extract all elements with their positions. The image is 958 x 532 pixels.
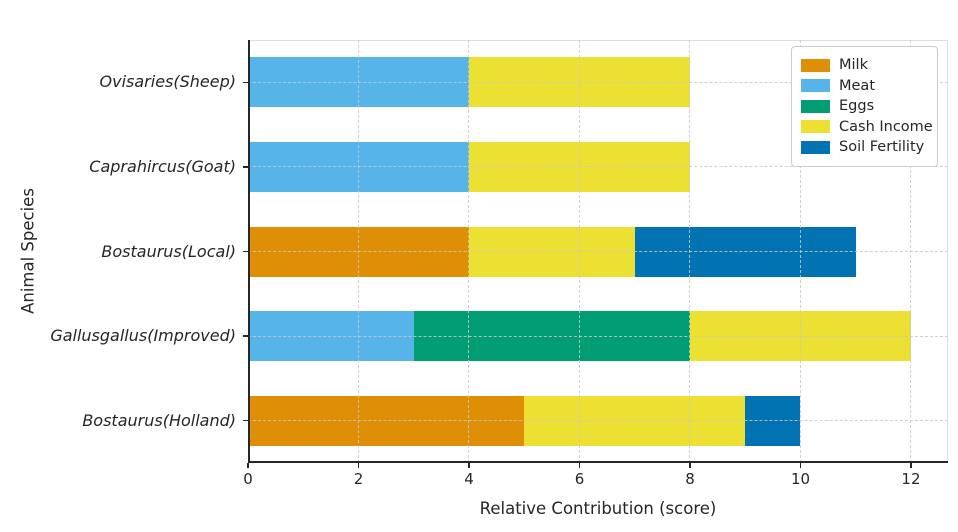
chart-title xyxy=(248,8,948,32)
x-axis-title: Relative Contribution (score) xyxy=(479,499,717,518)
x-tick-label: 8 xyxy=(685,470,695,488)
x-tick-mark xyxy=(468,463,470,468)
x-tick-label: 2 xyxy=(353,470,364,488)
gridline-horizontal xyxy=(248,81,948,83)
y-tick-mark xyxy=(243,81,248,84)
y-tick-mark xyxy=(243,166,248,168)
x-tick-mark xyxy=(910,463,912,468)
gridline-horizontal xyxy=(248,166,948,168)
gridline-vertical xyxy=(468,40,470,463)
x-tick-mark xyxy=(357,463,360,468)
legend-item: Cash Income xyxy=(801,117,933,138)
x-tick-mark xyxy=(689,463,691,468)
gridline-vertical xyxy=(910,40,912,463)
plot-area xyxy=(248,40,948,463)
y-axis-spine xyxy=(248,40,250,463)
x-tick-mark xyxy=(578,463,581,468)
y-tick-label: Gallusgallus(Improved) xyxy=(50,326,236,346)
gridline-vertical xyxy=(578,40,580,463)
legend-item: Eggs xyxy=(801,96,928,117)
legend-swatch xyxy=(801,120,830,134)
legend-label: Eggs xyxy=(839,98,875,115)
y-tick-mark xyxy=(243,419,248,422)
legend: Milk Meat Eggs Cash Income Soil Fertility xyxy=(791,46,938,167)
x-tick-label: 6 xyxy=(574,470,585,488)
legend-swatch xyxy=(801,99,830,113)
y-tick-label: Bostaurus(Holland) xyxy=(82,410,236,430)
x-tick-label: 0 xyxy=(243,470,253,488)
gridline-vertical xyxy=(689,40,691,463)
legend-item: Milk xyxy=(801,55,928,76)
legend-swatch xyxy=(801,79,830,93)
legend-label: Cash Income xyxy=(839,118,933,135)
gridline-horizontal xyxy=(248,420,948,422)
x-tick-mark xyxy=(799,463,802,468)
legend-item: Meat xyxy=(801,76,928,97)
gridline-horizontal xyxy=(248,335,948,337)
x-axis-spine xyxy=(248,461,948,463)
legend-item: Soil Fertility xyxy=(801,137,928,158)
y-tick-mark xyxy=(243,250,248,253)
legend-label: Meat xyxy=(839,77,876,94)
legend-label: Soil Fertility xyxy=(839,139,925,156)
legend-label: Milk xyxy=(839,57,868,74)
y-tick-label: Caprahircus(Goat) xyxy=(89,156,236,176)
x-tick-mark xyxy=(247,463,249,468)
y-tick-label: Bostaurus(Local) xyxy=(101,241,236,261)
legend-swatch xyxy=(801,58,830,72)
x-tick-label: 10 xyxy=(790,470,811,488)
gridline-vertical xyxy=(799,40,801,463)
y-tick-mark xyxy=(243,335,248,337)
gridline-horizontal xyxy=(248,251,948,252)
legend-swatch xyxy=(801,140,830,154)
y-tick-label: Ovisaries(Sheep) xyxy=(99,72,236,92)
x-tick-label: 12 xyxy=(901,470,921,488)
gridline-vertical xyxy=(357,40,359,463)
x-tick-label: 4 xyxy=(464,470,474,488)
top-spine xyxy=(248,40,948,41)
